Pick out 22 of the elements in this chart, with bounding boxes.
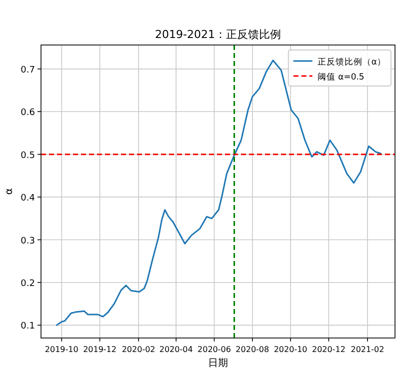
x-tick-label: 2020-02 <box>122 345 156 354</box>
x-tick-label: 2020-12 <box>312 345 346 354</box>
x-tick-label: 2020-10 <box>274 345 308 354</box>
x-tick-label: 2020-04 <box>159 345 193 354</box>
y-tick-label: 0.4 <box>20 194 36 204</box>
y-tick-label: 0.1 <box>20 322 35 332</box>
x-tick-label: 2020-08 <box>236 345 270 354</box>
x-tick-label: 2019-12 <box>83 345 117 354</box>
line-series <box>56 60 382 326</box>
x-tick-label: 2021-02 <box>350 345 384 354</box>
x-axis-title: 日期 <box>208 357 228 369</box>
x-tick-label: 2019-10 <box>44 345 78 354</box>
x-tick-label: 2020-06 <box>198 345 231 354</box>
y-tick-label: 0.7 <box>20 65 35 76</box>
chart-title: 2019-2021：正反馈比例 <box>155 28 281 41</box>
y-tick-label: 0.6 <box>20 108 36 118</box>
y-tick-label: 0.2 <box>20 278 35 289</box>
y-axis-title: α <box>4 188 15 195</box>
y-tick-label: 0.3 <box>20 236 35 246</box>
y-tick-label: 0.5 <box>20 150 35 161</box>
legend-label: 正反馈比例（α） <box>317 56 386 68</box>
legend-label: 阈值 α=0.5 <box>317 72 364 82</box>
